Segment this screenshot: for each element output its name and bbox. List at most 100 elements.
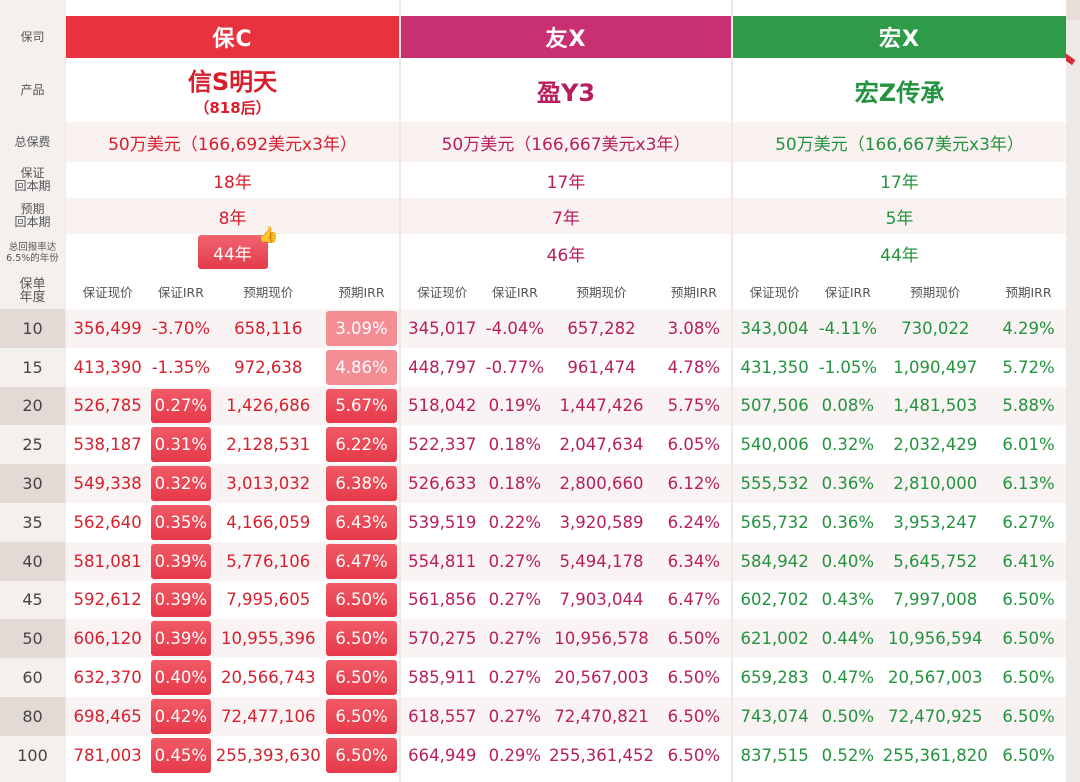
table-cell: 0.18% [488,435,542,455]
product-title: 宏Z传承 [854,78,945,107]
table-cell: 1,090,497 [893,357,978,377]
table-cell: 7,995,605 [226,590,311,610]
policy-year-cell: 60 [22,668,43,688]
table-cell: 6.12% [667,474,721,494]
table-cell: 539,519 [408,512,477,532]
table-cell: 345,017 [408,318,477,338]
policy-year-cell: 35 [22,512,43,532]
table-cell: -1.35% [151,357,211,377]
table-cell: 0.32% [151,466,211,501]
company-header: 保C [66,16,399,58]
row-background [401,464,731,503]
table-cell: 6.50% [667,706,721,726]
table-cell: 6.50% [326,737,397,773]
table-cell: 0.31% [151,427,211,463]
table-cell: 448,797 [408,357,477,377]
table-cell: 972,638 [234,357,303,377]
table-cell: 6.50% [326,660,397,695]
table-cell: 743,074 [740,706,809,726]
column-header: 保证IRR [157,284,204,300]
table-cell: 0.27% [488,668,542,688]
company-header: 友X [401,16,731,58]
column-header: 保证现价 [417,284,468,300]
table-cell: 6.50% [667,668,721,688]
column-header: 预期IRR [670,284,717,300]
row-background [401,309,731,348]
table-cell: 555,532 [740,474,809,494]
table-cell: 0.39% [151,621,211,657]
table-cell: 6.24% [667,512,721,532]
policy-year-cell: 50 [0,619,65,659]
table-cell: 2,810,000 [893,474,978,494]
table-cell: 2,032,429 [893,435,978,455]
table-cell: 6.50% [1002,706,1055,726]
table-cell: 5.67% [326,388,397,424]
policy-year-cell: 45 [22,590,43,610]
table-cell: 6.47% [667,590,721,610]
table-cell: 3.09% [326,311,397,346]
table-cell: 5.75% [667,396,721,416]
table-cell: -4.04% [485,318,545,338]
policy-year-cell: 30 [0,464,65,503]
table-cell: 0.29% [488,745,542,765]
table-cell: 0.52% [821,745,875,765]
table-cell: 5,645,752 [893,551,978,571]
column-header: 预期IRR [338,284,385,300]
table-cell: 621,002 [740,629,809,649]
table-cell: 2,047,634 [559,435,644,455]
table-cell: 1,426,686 [226,396,311,416]
table-cell: 658,116 [234,318,303,338]
row-background [733,619,1066,659]
table-cell: -0.77% [485,357,545,377]
table-cell: 3,920,589 [559,512,644,532]
column-header: 保证IRR [491,284,538,300]
irr-year-value: 44年 [880,245,919,266]
table-cell: 0.22% [488,512,542,532]
table-cell: 5,494,178 [559,551,644,571]
column-header: 保证现价 [749,284,800,300]
premium-value: 50万美元（166,667美元x3年） [401,122,731,162]
row-background [733,697,1066,736]
policy-year-cell: 20 [0,386,65,426]
table-cell: 0.27% [488,629,542,649]
table-cell: 356,499 [73,318,142,338]
table-cell: 0.18% [488,474,542,494]
table-cell: 602,702 [740,590,809,610]
table-cell: 20,566,743 [221,668,316,688]
expected-breakeven-value: 5年 [733,198,1066,234]
table-cell: 837,515 [740,745,809,765]
table-cell: 5.72% [1002,357,1055,377]
table-cell: 6.50% [326,582,397,618]
table-cell: 0.27% [151,388,211,424]
table-cell: 664,949 [408,745,477,765]
irr-year-value: 46年 [546,245,586,266]
table-cell: 431,350 [740,357,809,377]
row-background [401,541,731,581]
label-product: 产品 [20,82,45,97]
table-cell: 606,120 [73,629,142,649]
product-name: 宏Z传承 [733,58,1066,122]
policy-year-cell: 40 [0,541,65,581]
table-cell: 518,042 [408,396,477,416]
row-background [733,464,1066,503]
table-cell: 72,477,106 [221,706,316,726]
policy-year-cell: 80 [0,697,65,736]
table-cell: 0.44% [821,629,875,649]
table-cell: 538,187 [73,435,142,455]
product-name: 盈Y3 [401,58,731,122]
table-cell: 255,361,452 [548,745,654,765]
table-cell: 0.42% [151,699,211,734]
table-cell: 0.35% [151,505,211,540]
table-cell: 0.08% [821,396,875,416]
row-background [733,541,1066,581]
table-cell: 554,811 [408,551,477,571]
table-cell: 4,166,059 [226,512,311,532]
label-company: 保司 [20,29,45,44]
table-cell: 6.50% [1002,629,1055,649]
product-title: 盈Y3 [536,78,596,107]
table-cell: 507,506 [740,396,809,416]
table-cell: 0.40% [821,551,875,571]
table-cell: 0.27% [488,551,542,571]
column-header: 保证IRR [824,284,871,300]
